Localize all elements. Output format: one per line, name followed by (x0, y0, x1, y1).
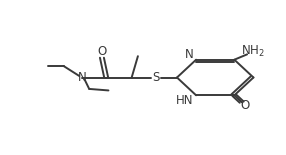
Text: HN: HN (175, 94, 193, 107)
Text: S: S (152, 71, 159, 84)
Text: N: N (78, 71, 86, 84)
Text: NH$_2$: NH$_2$ (241, 44, 265, 59)
Text: O: O (241, 100, 250, 112)
Text: O: O (97, 45, 107, 58)
Text: N: N (185, 48, 193, 61)
